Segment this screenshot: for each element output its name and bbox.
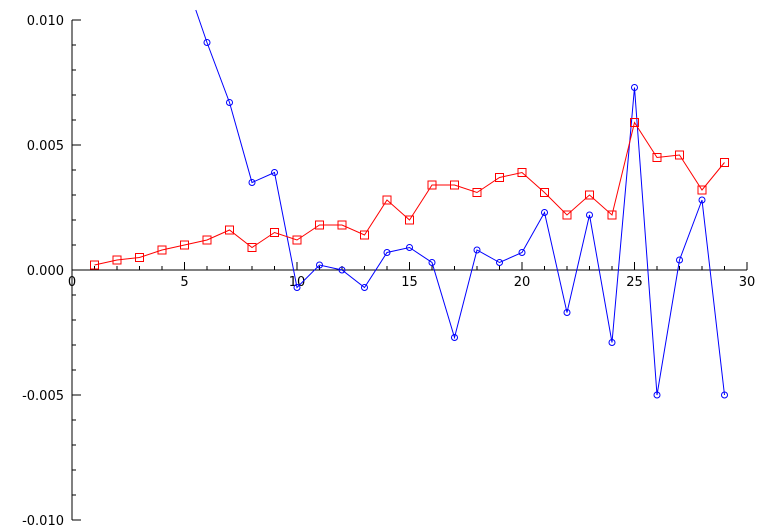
data-point <box>427 180 437 190</box>
y-tick-label: 0.000 <box>27 264 64 279</box>
x-tick-label: 30 <box>739 275 756 290</box>
data-point <box>586 211 593 219</box>
x-tick-label: 0 <box>68 275 76 290</box>
data-point <box>653 391 661 399</box>
data-point <box>292 235 302 245</box>
data-point <box>248 179 256 186</box>
data-point <box>563 309 571 316</box>
data-point <box>607 210 617 220</box>
data-point <box>405 215 414 225</box>
y-tick-label: -0.005 <box>22 389 64 404</box>
data-point <box>157 245 167 255</box>
x-tick-label: 20 <box>514 275 531 290</box>
data-point <box>202 235 212 245</box>
series-line <box>94 121 725 266</box>
data-point <box>676 256 683 264</box>
data-point <box>203 39 211 46</box>
series-0 <box>195 9 728 399</box>
data-point <box>721 391 728 399</box>
data-point <box>180 240 189 250</box>
data-point <box>226 99 233 106</box>
data-point <box>316 261 323 269</box>
data-point <box>697 185 707 195</box>
x-tick-label: 5 <box>180 275 188 290</box>
data-point <box>608 339 616 346</box>
data-point <box>112 255 122 265</box>
data-point <box>720 158 729 167</box>
x-tick-label: 25 <box>626 275 643 290</box>
y-tick-label: 0.010 <box>27 14 64 29</box>
data-point <box>631 84 638 91</box>
data-point <box>495 173 504 182</box>
data-point <box>585 190 594 200</box>
data-point <box>247 243 257 252</box>
data-point <box>337 220 347 230</box>
data-point <box>675 150 684 160</box>
data-point <box>698 196 706 204</box>
data-point <box>270 228 279 237</box>
data-point <box>518 249 526 256</box>
data-point <box>338 266 346 274</box>
y-tick-label: 0.005 <box>27 139 64 154</box>
data-point <box>450 180 459 190</box>
series-1 <box>90 118 729 270</box>
data-point <box>472 188 482 197</box>
data-point <box>382 195 392 205</box>
x-tick-label: 10 <box>289 275 306 290</box>
data-point <box>315 220 324 230</box>
data-point <box>90 260 99 270</box>
data-point <box>135 253 144 262</box>
data-point <box>225 225 234 235</box>
axes: 0 5 10 15 20 25 30 0.010 0.005 0.000 -0.005 -0.010 <box>22 14 755 527</box>
data-point <box>517 168 527 177</box>
data-point <box>428 259 436 266</box>
x-tick-label: 15 <box>401 275 418 290</box>
data-point <box>473 246 481 254</box>
y-tick-label: -0.010 <box>22 514 64 527</box>
data-point <box>496 259 503 266</box>
data-point <box>383 249 391 256</box>
data-point <box>406 244 413 251</box>
data-point <box>541 209 548 216</box>
plot-area <box>90 9 729 399</box>
data-point <box>361 284 368 291</box>
series-line <box>195 9 725 396</box>
data-point <box>451 334 458 341</box>
data-point <box>540 188 549 197</box>
data-point <box>271 169 278 176</box>
data-point <box>360 230 369 240</box>
data-point <box>630 118 639 127</box>
data-point <box>562 210 572 220</box>
data-point <box>652 153 662 162</box>
data-point <box>293 284 301 291</box>
